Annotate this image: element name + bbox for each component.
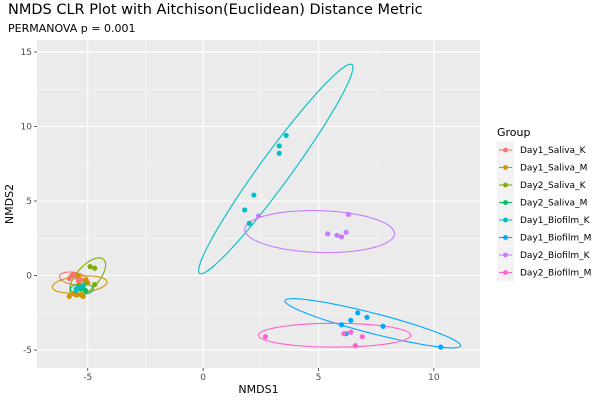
point-day2_biofilm_m bbox=[352, 343, 359, 349]
chart-subtitle: PERMANOVA p = 0.001 bbox=[8, 22, 136, 35]
legend-key-point bbox=[503, 217, 508, 223]
legend-label-day2_biofilm_m: Day2_Biofilm_M bbox=[520, 269, 591, 279]
legend-key-point bbox=[503, 182, 508, 188]
point-day2_biofilm_k bbox=[325, 231, 331, 237]
point-day1_biofilm_m bbox=[380, 323, 386, 329]
legend-key-point bbox=[503, 165, 508, 170]
point-day2_saliva_m bbox=[82, 287, 89, 294]
point-day2_biofilm_m bbox=[262, 334, 269, 340]
point-day1_saliva_k bbox=[69, 272, 75, 279]
point-day1_saliva_m bbox=[75, 272, 82, 279]
point-day2_biofilm_k bbox=[338, 234, 345, 240]
ellipse-day1_biofilm_k bbox=[198, 63, 354, 275]
y-tick-label: 10 bbox=[21, 122, 33, 132]
y-tick-label: 0 bbox=[26, 272, 32, 282]
point-day2_saliva_k bbox=[92, 265, 98, 271]
x-tick-label: 5 bbox=[316, 373, 322, 383]
point-day1_biofilm_k bbox=[276, 143, 282, 149]
point-day2_biofilm_m bbox=[348, 329, 354, 335]
legend-label-day2_biofilm_k: Day2_Biofilm_K bbox=[520, 251, 591, 261]
y-axis-title: NMDS2 bbox=[3, 184, 16, 224]
point-day1_biofilm_k bbox=[80, 283, 86, 289]
legend-key-point bbox=[503, 252, 508, 258]
y-tick-label: 5 bbox=[26, 197, 32, 207]
point-day2_biofilm_k bbox=[255, 213, 262, 219]
point-day1_saliva_m bbox=[80, 293, 86, 300]
y-tick-label: -5 bbox=[23, 346, 32, 356]
point-day1_biofilm_m bbox=[348, 317, 354, 323]
ellipse-day2_biofilm_k bbox=[244, 210, 396, 254]
legend-label-day1_biofilm_m: Day1_Biofilm_M bbox=[520, 234, 591, 244]
plot-panel bbox=[37, 40, 480, 368]
point-day2_biofilm_k bbox=[343, 229, 349, 235]
point-day1_biofilm_m bbox=[355, 310, 361, 316]
point-day2_biofilm_m bbox=[341, 331, 347, 337]
point-day2_biofilm_m bbox=[359, 334, 365, 340]
point-day1_biofilm_k bbox=[251, 192, 257, 198]
point-day1_biofilm_k bbox=[283, 132, 289, 139]
ellipse-day1_biofilm_m bbox=[284, 298, 462, 349]
point-day2_saliva_k bbox=[92, 281, 98, 288]
point-day1_saliva_m bbox=[66, 293, 72, 300]
ellipse-day1_saliva_m bbox=[51, 275, 108, 294]
y-axis-ticks: -5 0 5 10 15 bbox=[21, 48, 37, 356]
point-day1_biofilm_k bbox=[73, 287, 79, 294]
point-day1_saliva_k bbox=[75, 278, 82, 285]
grid-lines bbox=[37, 40, 480, 368]
legend-title: Group bbox=[497, 126, 531, 139]
point-day1_biofilm_k bbox=[276, 150, 282, 156]
x-tick-label: 10 bbox=[428, 373, 440, 383]
y-tick-label: 15 bbox=[21, 48, 32, 58]
point-day2_saliva_k bbox=[87, 264, 93, 270]
legend-label-day1_saliva_k: Day1_Saliva_K bbox=[520, 146, 587, 156]
legend-label-day1_biofilm_k: Day1_Biofilm_K bbox=[520, 216, 591, 226]
point-day2_biofilm_k bbox=[345, 211, 352, 218]
legend-key-point bbox=[503, 235, 508, 240]
legend-key-point bbox=[503, 147, 508, 153]
x-axis-ticks: -5 0 5 10 bbox=[83, 368, 440, 383]
group-ellipses bbox=[51, 63, 462, 349]
point-day1_biofilm_k bbox=[246, 220, 252, 226]
legend-key-point bbox=[503, 200, 508, 205]
data-points bbox=[66, 132, 444, 350]
x-tick-label: 0 bbox=[200, 373, 206, 383]
point-day1_biofilm_k bbox=[242, 207, 248, 213]
point-day1_biofilm_m bbox=[364, 314, 370, 320]
legend: Group Day1_Saliva_K Day1_Saliva_M Day2_Sal… bbox=[497, 126, 591, 281]
point-day2_biofilm_k bbox=[334, 232, 340, 238]
legend-label-day1_saliva_m: Day1_Saliva_M bbox=[520, 164, 587, 174]
ellipse-day2_biofilm_m bbox=[257, 322, 412, 348]
legend-label-day2_saliva_m: Day2_Saliva_M bbox=[520, 199, 587, 209]
chart-title: NMDS CLR Plot with Aitchison(Euclidean) … bbox=[8, 2, 423, 18]
x-axis-title: NMDS1 bbox=[238, 383, 278, 396]
x-tick-label: -5 bbox=[83, 373, 92, 383]
point-day1_biofilm_m bbox=[338, 322, 345, 328]
legend-key-point bbox=[503, 270, 508, 275]
point-day1_biofilm_m bbox=[438, 344, 444, 350]
legend-label-day2_saliva_k: Day2_Saliva_K bbox=[520, 181, 587, 191]
